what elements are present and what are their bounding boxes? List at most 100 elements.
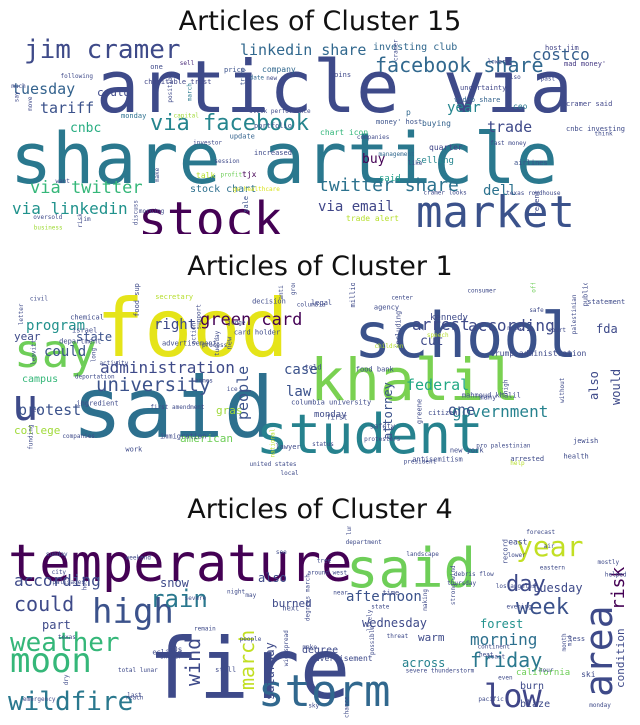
word-widespread: widespread [283,630,290,667]
cluster-1-wordcloud: said food school khalil student say u universit… [6,283,634,479]
word-also: also [258,571,287,585]
word-past: past [541,76,556,83]
word-work: work [125,446,143,454]
word-warm: warm [418,631,445,644]
word-night: night [227,589,245,596]
word-student: student [256,403,484,466]
word-safety: safety [370,422,395,430]
word-tree: tree [317,558,332,565]
word-cramer-charitable: cramer charitable [392,38,399,61]
word-columbia-university: columbia university [291,398,371,406]
word-palestinian: palestinian [571,294,578,334]
word-campus: campus [22,374,58,385]
word-market: market [416,187,575,234]
word-storm: storm [258,666,390,717]
word-trade: trade [487,118,532,136]
word-green-card: green card [200,310,302,330]
word-making: making [422,589,429,611]
word-safe: safe [529,307,544,314]
word-secretary: secretary [155,293,193,301]
word-quarter: quarter [429,143,463,152]
word-ski: ski [581,670,596,679]
word-kennedy: kennedy [430,313,469,323]
word-american: american [180,432,233,445]
word-management: management [378,151,415,158]
cluster-4-panel: Articles of Cluster 4 fire temperature sai… [0,488,640,725]
word-pro-palestinian: pro palestinian [476,443,531,450]
word-afternoon: afternoon [346,589,422,605]
word-see: see [276,549,287,556]
word-even: even [498,674,513,681]
word-department: department [346,539,383,546]
word-lawyer: lawyer [275,443,300,451]
word-degrees-march: degrees march [304,574,311,621]
word-less: less [568,635,585,643]
word-antisemitism: antisemitism [412,455,463,463]
word-possible: possible [369,626,376,655]
word-remain: remain [194,625,216,632]
word-continent: continent [478,644,511,651]
word-shower: shower [160,654,182,661]
word-area: area [577,605,621,697]
word-year: year [447,100,481,116]
word-via-facebook: via facebook [150,111,309,136]
cluster-15-panel: Articles of Cluster 15 article via share … [0,0,640,240]
word-united-states: united states [250,461,297,468]
word-people: people [240,636,262,643]
word-jim-cramer: jim cramer [24,38,181,65]
word-airlines: airlines [514,159,548,167]
word-college: college [14,424,60,437]
word-march: march [235,630,259,690]
word-want: want [55,178,70,185]
word-host: host [82,575,89,590]
word-recent: recent [533,190,541,215]
word-food-bank: food bank [356,365,395,373]
word-deportation: deportation [75,374,115,381]
word-court: court [548,327,566,334]
word-forest: forest [480,617,523,631]
word-tjx: tjx [242,170,257,179]
word-said: said [346,537,476,600]
word-protest: protest [18,401,81,419]
word-like: like [408,160,423,167]
word-sunday: sunday [46,551,68,558]
word-agency: agency [374,304,399,312]
word-coast: coast [487,653,505,660]
word-record: record [501,539,509,564]
word-administration: administration [100,358,235,377]
word-would: would [609,369,623,405]
word-help: help [510,460,525,467]
word-stock: stock [138,192,283,234]
word-buy: buy [362,152,386,167]
word-saturday: saturday [263,642,277,700]
word-dry: dry [63,674,70,685]
cluster-1-title: Articles of Cluster 1 [187,251,453,282]
word-capital: capital [174,112,200,119]
word-judge: judge [227,319,245,326]
word-monday: monday [121,112,146,120]
word-tariff: tariff [40,99,94,117]
word-leavitt: leavitt [30,339,37,365]
word-ice: ice [227,386,238,393]
word-center: center [391,295,413,302]
word-ingredient: ingredient [76,399,118,407]
word-video-share: video share [454,96,500,104]
word-date: date [250,75,265,82]
word-sky: sky [308,702,319,709]
word-card-holder: card holder [234,328,280,336]
word-weather: weather [10,628,120,658]
word-tuesday: tuesday [214,330,221,356]
word-likely: likely [366,609,373,631]
word-including: including [395,311,403,349]
word-arrest: arrest [412,315,470,334]
word-weekend: weekend [126,554,152,561]
word-lunar-eclipse: lunar eclipse [346,526,353,535]
word-could: could [14,592,74,616]
word-california: california [516,668,570,678]
word-anti: anti [278,285,285,300]
word-may: may [245,592,256,599]
word-pacific: pacific [478,696,504,703]
word-jim: jim [80,216,91,223]
word-host-jim: host jim [545,44,579,52]
